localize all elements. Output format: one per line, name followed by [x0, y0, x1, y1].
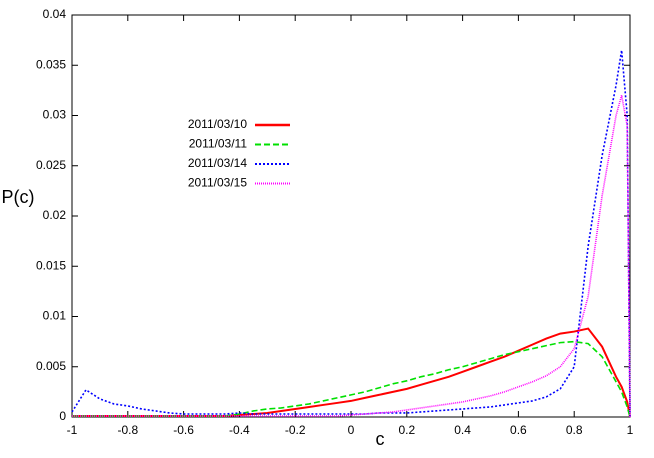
y-tick-label: 0.025: [36, 158, 66, 172]
x-tick-label: 0.2: [398, 423, 415, 437]
y-tick-label: 0.02: [43, 208, 67, 222]
plot-frame: [71, 14, 631, 418]
x-tick-label: -0.2: [285, 423, 306, 437]
x-tick-label: -0.6: [173, 423, 194, 437]
x-tick-label: -1: [67, 423, 78, 437]
series-line: [72, 95, 631, 418]
x-tick-label: -0.8: [117, 423, 138, 437]
y-tick-label: 0.01: [43, 309, 67, 323]
legend-label: 2011/03/10: [188, 117, 247, 131]
series-line: [72, 327, 631, 418]
x-tick-label: 0: [348, 423, 355, 437]
legend-label: 2011/03/15: [188, 176, 247, 190]
x-tick-label: 0.4: [454, 423, 471, 437]
legend-label: 2011/03/14: [188, 156, 247, 170]
series-line: [71, 50, 631, 418]
y-tick-label: 0.035: [36, 57, 66, 71]
series-line: [72, 340, 631, 418]
y-tick-label: 0.03: [43, 108, 67, 122]
x-tick-label: 0.8: [566, 423, 583, 437]
y-axis-label: P(c): [2, 187, 35, 207]
y-tick-label: 0: [59, 409, 66, 423]
y-tick-label: 0.015: [36, 258, 66, 272]
x-axis-label: c: [376, 429, 385, 449]
y-tick-label: 0.04: [43, 7, 67, 21]
legend-label: 2011/03/11: [189, 137, 248, 151]
x-tick-label: -0.4: [229, 423, 250, 437]
y-tick-label: 0.005: [36, 359, 66, 373]
x-tick-label: 0.6: [510, 423, 527, 437]
x-tick-label: 1: [627, 423, 634, 437]
